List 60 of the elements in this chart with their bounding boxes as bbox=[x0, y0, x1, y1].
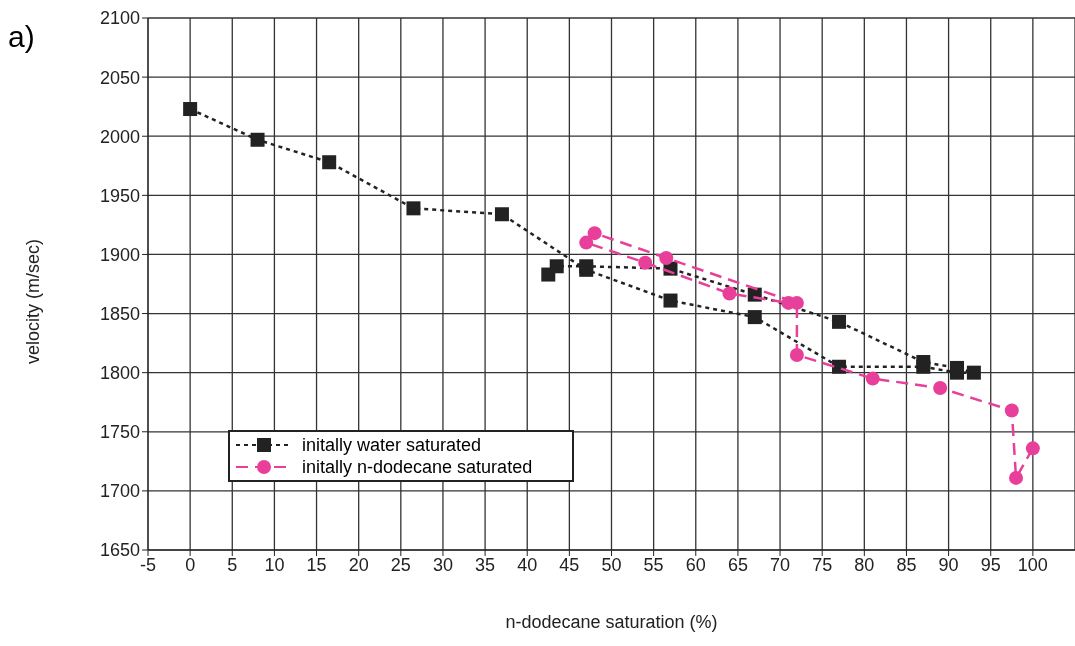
y-tick-label: 2050 bbox=[99, 67, 140, 88]
point bbox=[663, 293, 678, 308]
x-tick-label: 10 bbox=[264, 554, 285, 575]
y-tick-label: 1900 bbox=[99, 244, 140, 265]
text: a) bbox=[8, 20, 35, 54]
x-tick-label: 75 bbox=[812, 554, 833, 575]
point bbox=[747, 310, 762, 325]
legend-label: initally n-dodecane saturated bbox=[302, 456, 533, 478]
point bbox=[865, 371, 880, 386]
x-tick-label: 45 bbox=[559, 554, 580, 575]
x-tick-label: 35 bbox=[475, 554, 496, 575]
y-tick-label: 1800 bbox=[99, 363, 140, 384]
point bbox=[322, 155, 337, 170]
point bbox=[832, 314, 847, 329]
y-tick-label: 1850 bbox=[99, 303, 140, 324]
y-tick-label: 2100 bbox=[99, 8, 140, 29]
point bbox=[183, 102, 198, 117]
x-tick-label: 5 bbox=[227, 554, 238, 575]
x-tick-label: 60 bbox=[685, 554, 706, 575]
point bbox=[638, 255, 653, 270]
point bbox=[722, 286, 737, 301]
point bbox=[406, 201, 421, 216]
legend-label: initally water saturated bbox=[302, 434, 482, 456]
point bbox=[966, 365, 981, 380]
x-tick-label: 40 bbox=[517, 554, 538, 575]
point bbox=[541, 267, 556, 282]
point bbox=[587, 226, 602, 241]
point bbox=[789, 347, 804, 362]
point bbox=[494, 207, 509, 222]
point bbox=[1004, 403, 1019, 418]
y-tick-label: 1750 bbox=[99, 422, 140, 443]
x-tick-label: 90 bbox=[938, 554, 959, 575]
x-tick-label: 50 bbox=[601, 554, 622, 575]
point bbox=[1025, 441, 1040, 456]
point bbox=[916, 355, 931, 370]
x-tick-label: 30 bbox=[432, 554, 453, 575]
point bbox=[579, 235, 594, 250]
x-tick-label: 100 bbox=[1017, 554, 1048, 575]
x-tick-label: 0 bbox=[185, 554, 196, 575]
y-tick-label: 2000 bbox=[99, 126, 140, 147]
y-tick-label: 1700 bbox=[99, 481, 140, 502]
x-tick-label: -5 bbox=[139, 554, 157, 575]
x-tick-label: 80 bbox=[854, 554, 875, 575]
x-tick-label: 65 bbox=[727, 554, 748, 575]
x-tick-label: 55 bbox=[643, 554, 664, 575]
point bbox=[832, 359, 847, 374]
x-tick-label: 25 bbox=[390, 554, 411, 575]
y-axis-title: velocity (m/sec) bbox=[23, 238, 44, 364]
point bbox=[1009, 470, 1024, 485]
x-tick-label: 70 bbox=[770, 554, 791, 575]
y-tick-label: 1650 bbox=[99, 540, 140, 561]
point bbox=[659, 250, 674, 265]
x-tick-label: 20 bbox=[348, 554, 369, 575]
x-tick-label: 95 bbox=[980, 554, 1001, 575]
x-axis-title: n-dodecane saturation (%) bbox=[505, 612, 718, 632]
x-tick-label: 15 bbox=[306, 554, 327, 575]
x-tick-label: 85 bbox=[896, 554, 917, 575]
point bbox=[933, 381, 948, 396]
y-tick-label: 1950 bbox=[99, 185, 140, 206]
point bbox=[250, 132, 265, 147]
